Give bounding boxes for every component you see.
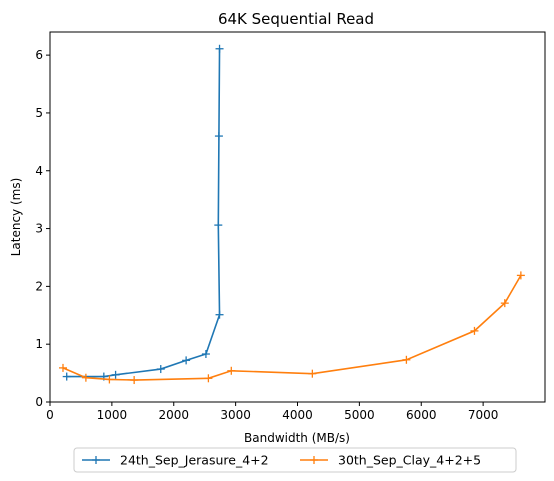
data-point [182, 356, 191, 365]
chart-title: 64K Sequential Read [218, 10, 374, 28]
data-point [215, 310, 224, 319]
data-point [227, 366, 236, 375]
data-point [105, 375, 114, 384]
y-axis: 0 1 2 3 4 5 6 [35, 48, 50, 409]
x-tick-label: 6000 [406, 408, 437, 422]
data-point [201, 350, 210, 359]
legend: 24th_Sep_Jerasure_4+2 30th_Sep_Clay_4+2+5 [73, 447, 517, 473]
data-point [111, 370, 120, 379]
y-tick-label: 2 [35, 279, 43, 293]
data-point [402, 355, 411, 364]
x-tick-label: 2000 [158, 408, 189, 422]
y-axis-label: Latency (ms) [9, 178, 23, 257]
x-tick-label: 5000 [344, 408, 375, 422]
data-point [156, 365, 165, 374]
data-point [308, 369, 317, 378]
data-point [58, 363, 67, 372]
y-tick-label: 5 [35, 106, 43, 120]
y-tick-label: 4 [35, 164, 43, 178]
y-tick-label: 1 [35, 337, 43, 351]
y-tick-label: 6 [35, 48, 43, 62]
data-point [214, 221, 223, 230]
data-point [130, 376, 139, 385]
y-tick-label: 0 [35, 395, 43, 409]
data-point [516, 271, 525, 280]
axes-frame [49, 31, 546, 403]
x-tick-label: 0 [46, 408, 54, 422]
data-point [62, 372, 71, 381]
series-line-2 [62, 274, 522, 381]
series-line-1 [66, 48, 221, 378]
data-point [204, 374, 213, 383]
plot-area [58, 44, 525, 385]
data-point [214, 132, 223, 141]
y-tick-label: 3 [35, 222, 43, 236]
data-point [500, 299, 509, 308]
x-tick-label: 7000 [468, 408, 499, 422]
x-axis-label: Bandwidth (MB/s) [244, 431, 350, 445]
legend-frame [73, 447, 517, 473]
x-tick-label: 4000 [282, 408, 313, 422]
data-point [215, 44, 224, 53]
data-point [470, 326, 479, 335]
x-tick-label: 1000 [97, 408, 128, 422]
legend-label: 30th_Sep_Clay_4+2+5 [338, 453, 481, 468]
data-point [81, 373, 90, 382]
x-axis: 0 1000 2000 3000 4000 5000 6000 7000 [46, 402, 498, 422]
legend-label: 24th_Sep_Jerasure_4+2 [120, 453, 269, 468]
x-tick-label: 3000 [220, 408, 251, 422]
